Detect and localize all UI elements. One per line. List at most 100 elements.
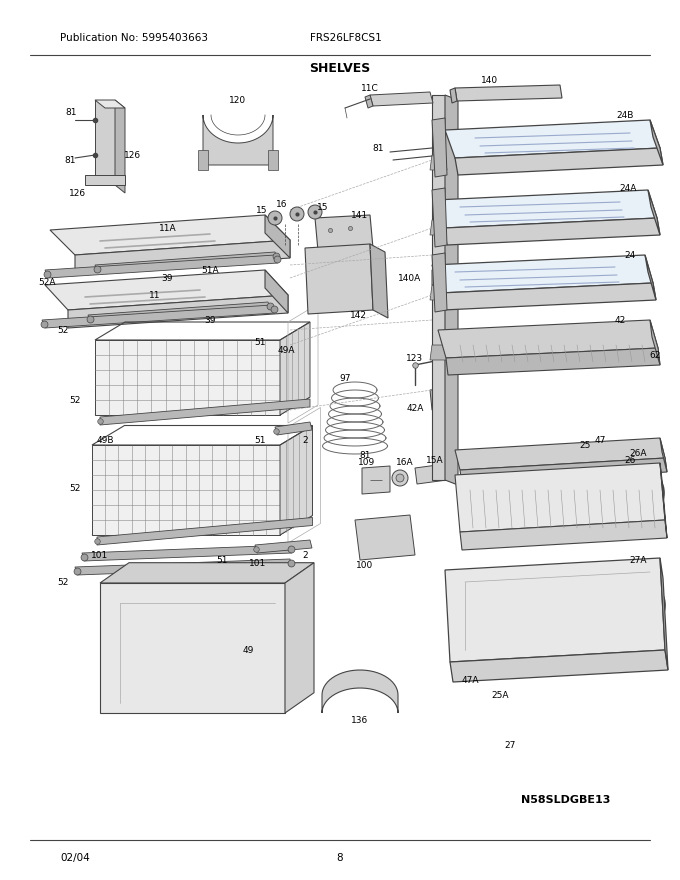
Text: 42: 42	[614, 316, 626, 325]
Polygon shape	[446, 348, 660, 375]
Text: SHELVES: SHELVES	[309, 62, 371, 75]
Polygon shape	[255, 540, 312, 553]
Text: 25: 25	[579, 441, 591, 450]
Polygon shape	[460, 458, 667, 484]
Polygon shape	[432, 188, 447, 247]
Text: Publication No: 5995403663: Publication No: 5995403663	[60, 33, 208, 43]
Polygon shape	[92, 516, 313, 535]
Text: 52A: 52A	[38, 277, 56, 287]
Polygon shape	[440, 283, 656, 310]
Polygon shape	[95, 340, 280, 415]
Polygon shape	[97, 517, 313, 545]
Text: 39: 39	[204, 316, 216, 325]
Polygon shape	[275, 422, 312, 435]
Text: 16A: 16A	[396, 458, 414, 466]
Polygon shape	[660, 463, 667, 538]
Text: 25A: 25A	[491, 691, 509, 700]
Text: 126: 126	[69, 188, 86, 197]
Polygon shape	[75, 559, 292, 575]
Polygon shape	[645, 255, 656, 300]
Text: 15A: 15A	[426, 456, 444, 465]
Text: 81: 81	[65, 107, 77, 116]
Polygon shape	[444, 218, 660, 245]
Polygon shape	[50, 215, 290, 255]
Text: 97: 97	[339, 373, 351, 383]
Text: 141: 141	[352, 210, 369, 219]
Text: 109: 109	[358, 458, 375, 466]
Text: 26A: 26A	[629, 449, 647, 458]
Polygon shape	[455, 148, 663, 175]
Polygon shape	[432, 118, 447, 177]
Text: 123: 123	[407, 354, 424, 363]
Text: 11A: 11A	[159, 224, 177, 232]
Circle shape	[268, 211, 282, 225]
Polygon shape	[355, 515, 415, 560]
Text: 2: 2	[302, 551, 308, 560]
Text: 24A: 24A	[619, 184, 636, 193]
Text: 49B: 49B	[97, 436, 114, 444]
Polygon shape	[660, 558, 668, 670]
Polygon shape	[100, 583, 285, 713]
Text: 81: 81	[372, 143, 384, 152]
Polygon shape	[650, 120, 663, 165]
Text: 81: 81	[359, 451, 371, 459]
Polygon shape	[430, 155, 447, 170]
Polygon shape	[435, 190, 657, 228]
Text: 136: 136	[352, 715, 369, 724]
Text: 24: 24	[624, 251, 636, 260]
Polygon shape	[68, 295, 288, 328]
Polygon shape	[460, 520, 667, 550]
Text: 42A: 42A	[407, 404, 424, 413]
Polygon shape	[42, 305, 275, 328]
Polygon shape	[430, 220, 447, 235]
Polygon shape	[88, 302, 271, 323]
Polygon shape	[203, 115, 273, 165]
Text: 81: 81	[64, 156, 75, 165]
Polygon shape	[432, 268, 455, 285]
Text: 101: 101	[250, 559, 267, 568]
Text: 142: 142	[350, 311, 367, 319]
Polygon shape	[100, 399, 310, 425]
Polygon shape	[362, 466, 390, 494]
Text: 52: 52	[57, 577, 69, 586]
Text: 15: 15	[318, 202, 328, 211]
Text: 51: 51	[254, 338, 266, 347]
Polygon shape	[370, 92, 433, 106]
Polygon shape	[455, 438, 665, 470]
Text: 52: 52	[57, 326, 69, 334]
Polygon shape	[445, 95, 458, 485]
Text: 49: 49	[242, 646, 254, 655]
Polygon shape	[432, 255, 653, 293]
Text: 27A: 27A	[629, 555, 647, 564]
Polygon shape	[322, 670, 398, 713]
Text: 16: 16	[276, 200, 288, 209]
Polygon shape	[315, 215, 373, 251]
Text: 02/04: 02/04	[60, 853, 90, 863]
Polygon shape	[280, 426, 313, 535]
Text: 39: 39	[161, 274, 173, 282]
Polygon shape	[648, 190, 660, 235]
Polygon shape	[660, 438, 667, 472]
Text: 47: 47	[594, 436, 606, 444]
Text: 101: 101	[91, 551, 109, 560]
Text: 51: 51	[254, 436, 266, 444]
Text: 51A: 51A	[201, 266, 219, 275]
Polygon shape	[285, 562, 314, 713]
Circle shape	[290, 207, 304, 221]
Polygon shape	[85, 175, 125, 185]
Text: FRS26LF8CS1: FRS26LF8CS1	[310, 33, 381, 43]
Text: 52: 52	[69, 483, 81, 493]
Text: 8: 8	[337, 853, 343, 863]
Polygon shape	[95, 252, 278, 273]
Polygon shape	[75, 240, 290, 273]
Text: 24B: 24B	[616, 111, 634, 120]
Text: 52: 52	[69, 395, 81, 405]
Text: 100: 100	[356, 561, 373, 569]
Text: 120: 120	[229, 96, 247, 105]
Polygon shape	[115, 100, 125, 193]
Polygon shape	[432, 253, 447, 312]
Polygon shape	[432, 95, 445, 480]
Text: N58SLDGBE13: N58SLDGBE13	[521, 795, 610, 805]
Text: 26: 26	[624, 456, 636, 465]
Polygon shape	[45, 255, 278, 278]
